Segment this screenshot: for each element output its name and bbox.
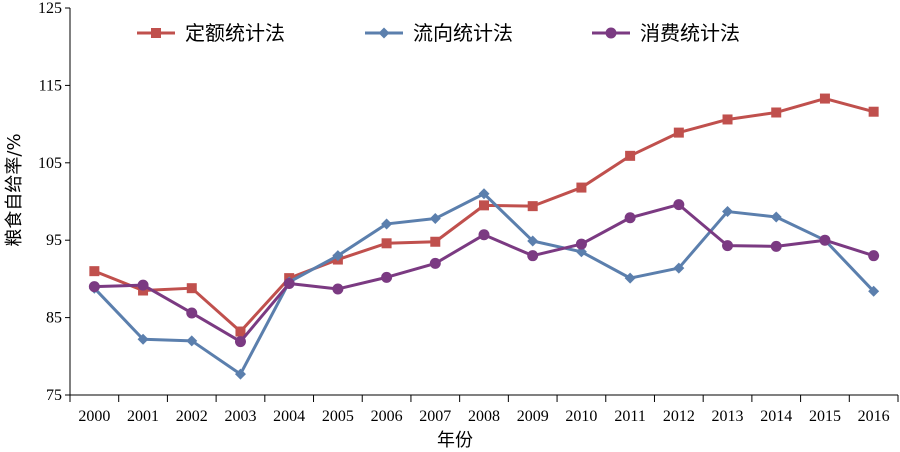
data-point	[575, 246, 587, 258]
data-point	[186, 335, 198, 347]
data-point	[234, 336, 246, 348]
data-point	[137, 279, 149, 291]
data-point	[624, 212, 636, 224]
data-point	[381, 218, 393, 230]
legend-label: 定额统计法	[185, 21, 285, 45]
data-point	[332, 250, 344, 262]
data-point	[332, 283, 344, 295]
x-tick-label: 2009	[517, 408, 549, 425]
x-tick-label: 2001	[127, 408, 159, 425]
x-tick-label: 2014	[760, 408, 792, 425]
data-point	[527, 235, 539, 247]
series-line	[93, 192, 875, 376]
legend-label: 流向统计法	[413, 21, 513, 45]
legend: 定额统计法 流向统计法 消费统计法	[137, 21, 740, 45]
data-point	[673, 199, 685, 211]
legend-label: 消费统计法	[640, 21, 740, 45]
data-point	[868, 106, 879, 117]
data-point	[234, 368, 246, 380]
series-2	[88, 188, 880, 380]
series-layer	[88, 93, 880, 380]
x-tick-label: 2004	[273, 408, 305, 425]
legend-marker	[378, 27, 390, 39]
series-3	[88, 199, 880, 348]
y-tick-label: 125	[38, 0, 62, 17]
data-point	[478, 229, 490, 241]
legend-marker	[605, 27, 617, 39]
data-point	[381, 271, 393, 283]
data-point	[770, 211, 782, 223]
x-tick-label: 2010	[565, 408, 597, 425]
data-point	[722, 114, 733, 125]
data-point	[479, 200, 489, 211]
data-point	[137, 333, 149, 345]
x-tick-label: 2003	[224, 408, 256, 425]
data-point	[625, 150, 636, 161]
data-point	[576, 182, 587, 193]
legend-item: 定额统计法	[137, 21, 285, 45]
axes: 75 85 95 105 115 125 2000 2001 2002 2003 2004 2005…	[38, 0, 899, 425]
x-tick-label: 2005	[322, 408, 354, 425]
data-point	[186, 283, 197, 294]
y-tick-label: 95	[46, 232, 62, 249]
legend-item: 消费统计法	[592, 21, 740, 45]
data-point	[478, 188, 490, 200]
y-axis-title: 粮食自给率/%	[4, 133, 25, 246]
data-point	[868, 285, 880, 297]
data-point	[624, 272, 636, 284]
x-tick-label: 2008	[468, 408, 500, 425]
x-axis-title: 年份	[437, 430, 473, 451]
data-point	[819, 234, 831, 246]
x-tick-label: 2006	[371, 408, 403, 425]
data-point	[186, 307, 198, 319]
legend-item: 流向统计法	[365, 21, 513, 45]
y-tick-label: 105	[38, 155, 62, 172]
data-point	[527, 250, 539, 262]
data-point	[429, 213, 441, 225]
data-point	[771, 107, 782, 118]
y-tick-label: 85	[46, 310, 62, 327]
data-point	[673, 262, 685, 274]
x-tick-label: 2013	[712, 408, 744, 425]
data-point	[770, 240, 782, 252]
data-point	[722, 240, 734, 252]
data-point	[673, 127, 684, 138]
data-point	[283, 278, 295, 290]
data-point	[89, 266, 100, 277]
x-tick-label: 2002	[176, 408, 208, 425]
data-point	[575, 238, 587, 250]
data-point	[381, 238, 392, 249]
series-line	[94, 203, 875, 344]
y-ticks: 75 85 95 105 115 125	[38, 0, 70, 404]
data-point	[430, 236, 441, 247]
data-point	[819, 93, 830, 104]
data-point	[527, 201, 538, 212]
data-point	[88, 281, 100, 293]
legend-marker	[151, 28, 161, 38]
data-point	[429, 257, 441, 269]
x-tick-label: 2007	[419, 408, 451, 425]
x-tick-label: 2016	[858, 408, 890, 425]
y-tick-label: 115	[39, 77, 62, 94]
x-tick-label: 2011	[614, 408, 645, 425]
x-ticks: 2000 2001 2002 2003 2004 2005 2006 2007 2008 2009…	[69, 395, 899, 425]
data-point	[722, 206, 734, 218]
x-tick-label: 2015	[809, 408, 841, 425]
y-tick-label: 75	[46, 387, 62, 404]
data-point	[235, 326, 246, 337]
x-tick-label: 2000	[78, 408, 110, 425]
data-point	[868, 250, 880, 262]
x-tick-label: 2012	[663, 408, 695, 425]
